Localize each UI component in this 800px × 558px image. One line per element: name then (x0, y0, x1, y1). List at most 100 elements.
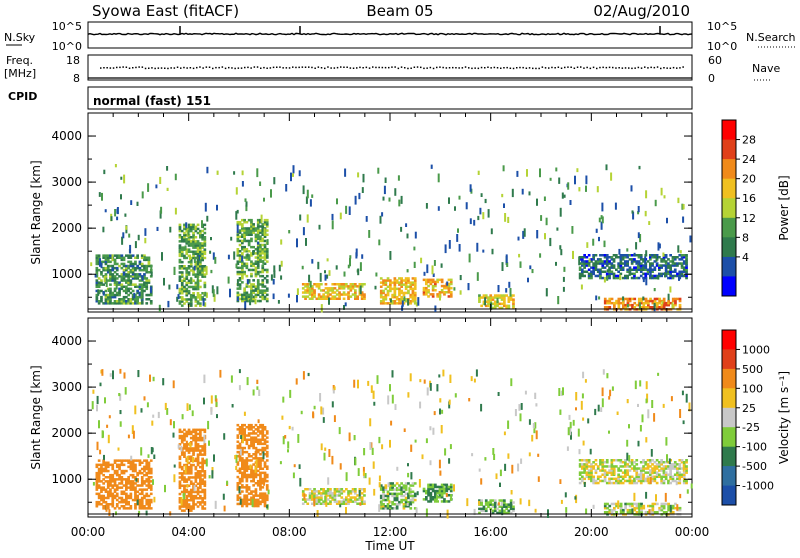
range-gate-cell (252, 246, 255, 249)
range-gate-cell (400, 227, 402, 232)
range-gate-cell (414, 262, 416, 268)
range-gate-cell (396, 279, 399, 282)
range-gate-cell (139, 484, 142, 487)
range-gate-cell (501, 294, 504, 297)
freq-point (183, 67, 185, 69)
range-gate-cell (336, 289, 339, 292)
freq-point (622, 67, 624, 69)
range-gate-cell (316, 494, 319, 497)
range-gate-cell (650, 477, 652, 484)
range-gate-cell (570, 422, 572, 428)
range-gate-cell (405, 493, 408, 496)
range-gate-cell (204, 224, 207, 227)
range-gate-cell (187, 403, 189, 411)
range-gate-cell (303, 371, 305, 380)
range-gate-cell (353, 380, 355, 388)
range-gate-cell (241, 246, 244, 249)
freq-point (340, 66, 342, 68)
range-gate-cell (638, 277, 641, 280)
range-gate-cell (430, 293, 433, 296)
range-gate-cell (512, 298, 515, 301)
range-gate-cell (401, 196, 403, 204)
range-gate-cell (259, 296, 262, 299)
freq-point (436, 67, 438, 69)
range-gate-cell (678, 262, 681, 265)
range-gate-cell (328, 449, 330, 457)
range-gate-cell (352, 293, 355, 296)
range-gate-cell (358, 193, 360, 199)
freq-point (375, 67, 377, 69)
range-gate-cell (610, 173, 612, 181)
range-gate-cell (111, 474, 114, 477)
range-gate-cell (590, 449, 592, 455)
range-gate-cell (395, 404, 397, 410)
range-gate-cell (626, 440, 628, 447)
range-gate-cell (152, 479, 154, 485)
range-gate-cell (247, 253, 249, 256)
range-gate-cell (273, 265, 275, 272)
range-gate-cell (620, 273, 623, 276)
range-gate-cell (299, 170, 301, 176)
range-gate-cell (135, 241, 137, 248)
range-gate-cell (139, 267, 142, 270)
range-gate-cell (216, 286, 218, 294)
range-gate-cell (297, 434, 299, 443)
range-gate-cell (139, 283, 142, 286)
freq-point (254, 66, 256, 68)
freq-point (660, 68, 662, 70)
freq-point (385, 67, 387, 69)
freq-point (484, 67, 486, 69)
range-gate-cell (185, 282, 188, 285)
range-gate-cell (246, 275, 249, 278)
range-gate-cell (261, 223, 264, 226)
range-gate-cell (441, 289, 444, 292)
freq-point (103, 67, 105, 69)
range-gate-cell (150, 476, 153, 479)
range-gate-cell (434, 289, 437, 292)
range-gate-cell (241, 219, 244, 222)
range-gate-cell (601, 480, 604, 483)
range-gate-cell (352, 500, 355, 503)
range-gate-cell (382, 290, 385, 293)
range-gate-cell (197, 470, 200, 473)
range-gate-cell (592, 254, 595, 257)
range-gate-cell (648, 221, 650, 225)
range-gate-cell (387, 491, 390, 494)
freq-point (679, 67, 681, 69)
range-gate-cell (134, 464, 137, 467)
range-gate-cell (239, 267, 242, 270)
range-gate-cell (204, 248, 207, 251)
range-gate-cell (385, 178, 387, 184)
range-gate-cell (150, 499, 153, 502)
range-gate-cell (380, 495, 383, 498)
range-gate-cell (194, 257, 196, 263)
freq-point (196, 67, 198, 69)
range-gate-cell (243, 447, 246, 450)
range-gate-cell (139, 273, 142, 276)
range-gate-cell (167, 301, 169, 307)
range-gate-cell (116, 470, 119, 473)
range-gate-cell (506, 254, 508, 263)
range-gate-cell (204, 507, 207, 510)
freq-point (673, 67, 675, 69)
beam-label: Beam 05 (366, 2, 433, 20)
range-gate-cell (143, 474, 146, 477)
range-gate-cell (105, 294, 108, 297)
range-gate-cell (443, 291, 446, 294)
freq-point (186, 67, 188, 69)
range-gate-cell (563, 287, 565, 292)
range-gate-cell (496, 508, 499, 511)
range-gate-cell (624, 480, 627, 483)
range-gate-cell (316, 490, 319, 493)
range-gate-cell (248, 445, 251, 448)
range-gate-cell (606, 276, 608, 281)
range-gate-cell (396, 302, 399, 305)
range-gate-cell (259, 457, 262, 460)
range-gate-cell (592, 239, 594, 246)
range-gate-cell (578, 187, 580, 191)
range-gate-cell (381, 444, 383, 449)
range-gate-cell (143, 290, 146, 293)
range-gate-cell (407, 277, 410, 280)
range-gate-cell (368, 230, 370, 238)
range-gate-cell (359, 283, 362, 286)
